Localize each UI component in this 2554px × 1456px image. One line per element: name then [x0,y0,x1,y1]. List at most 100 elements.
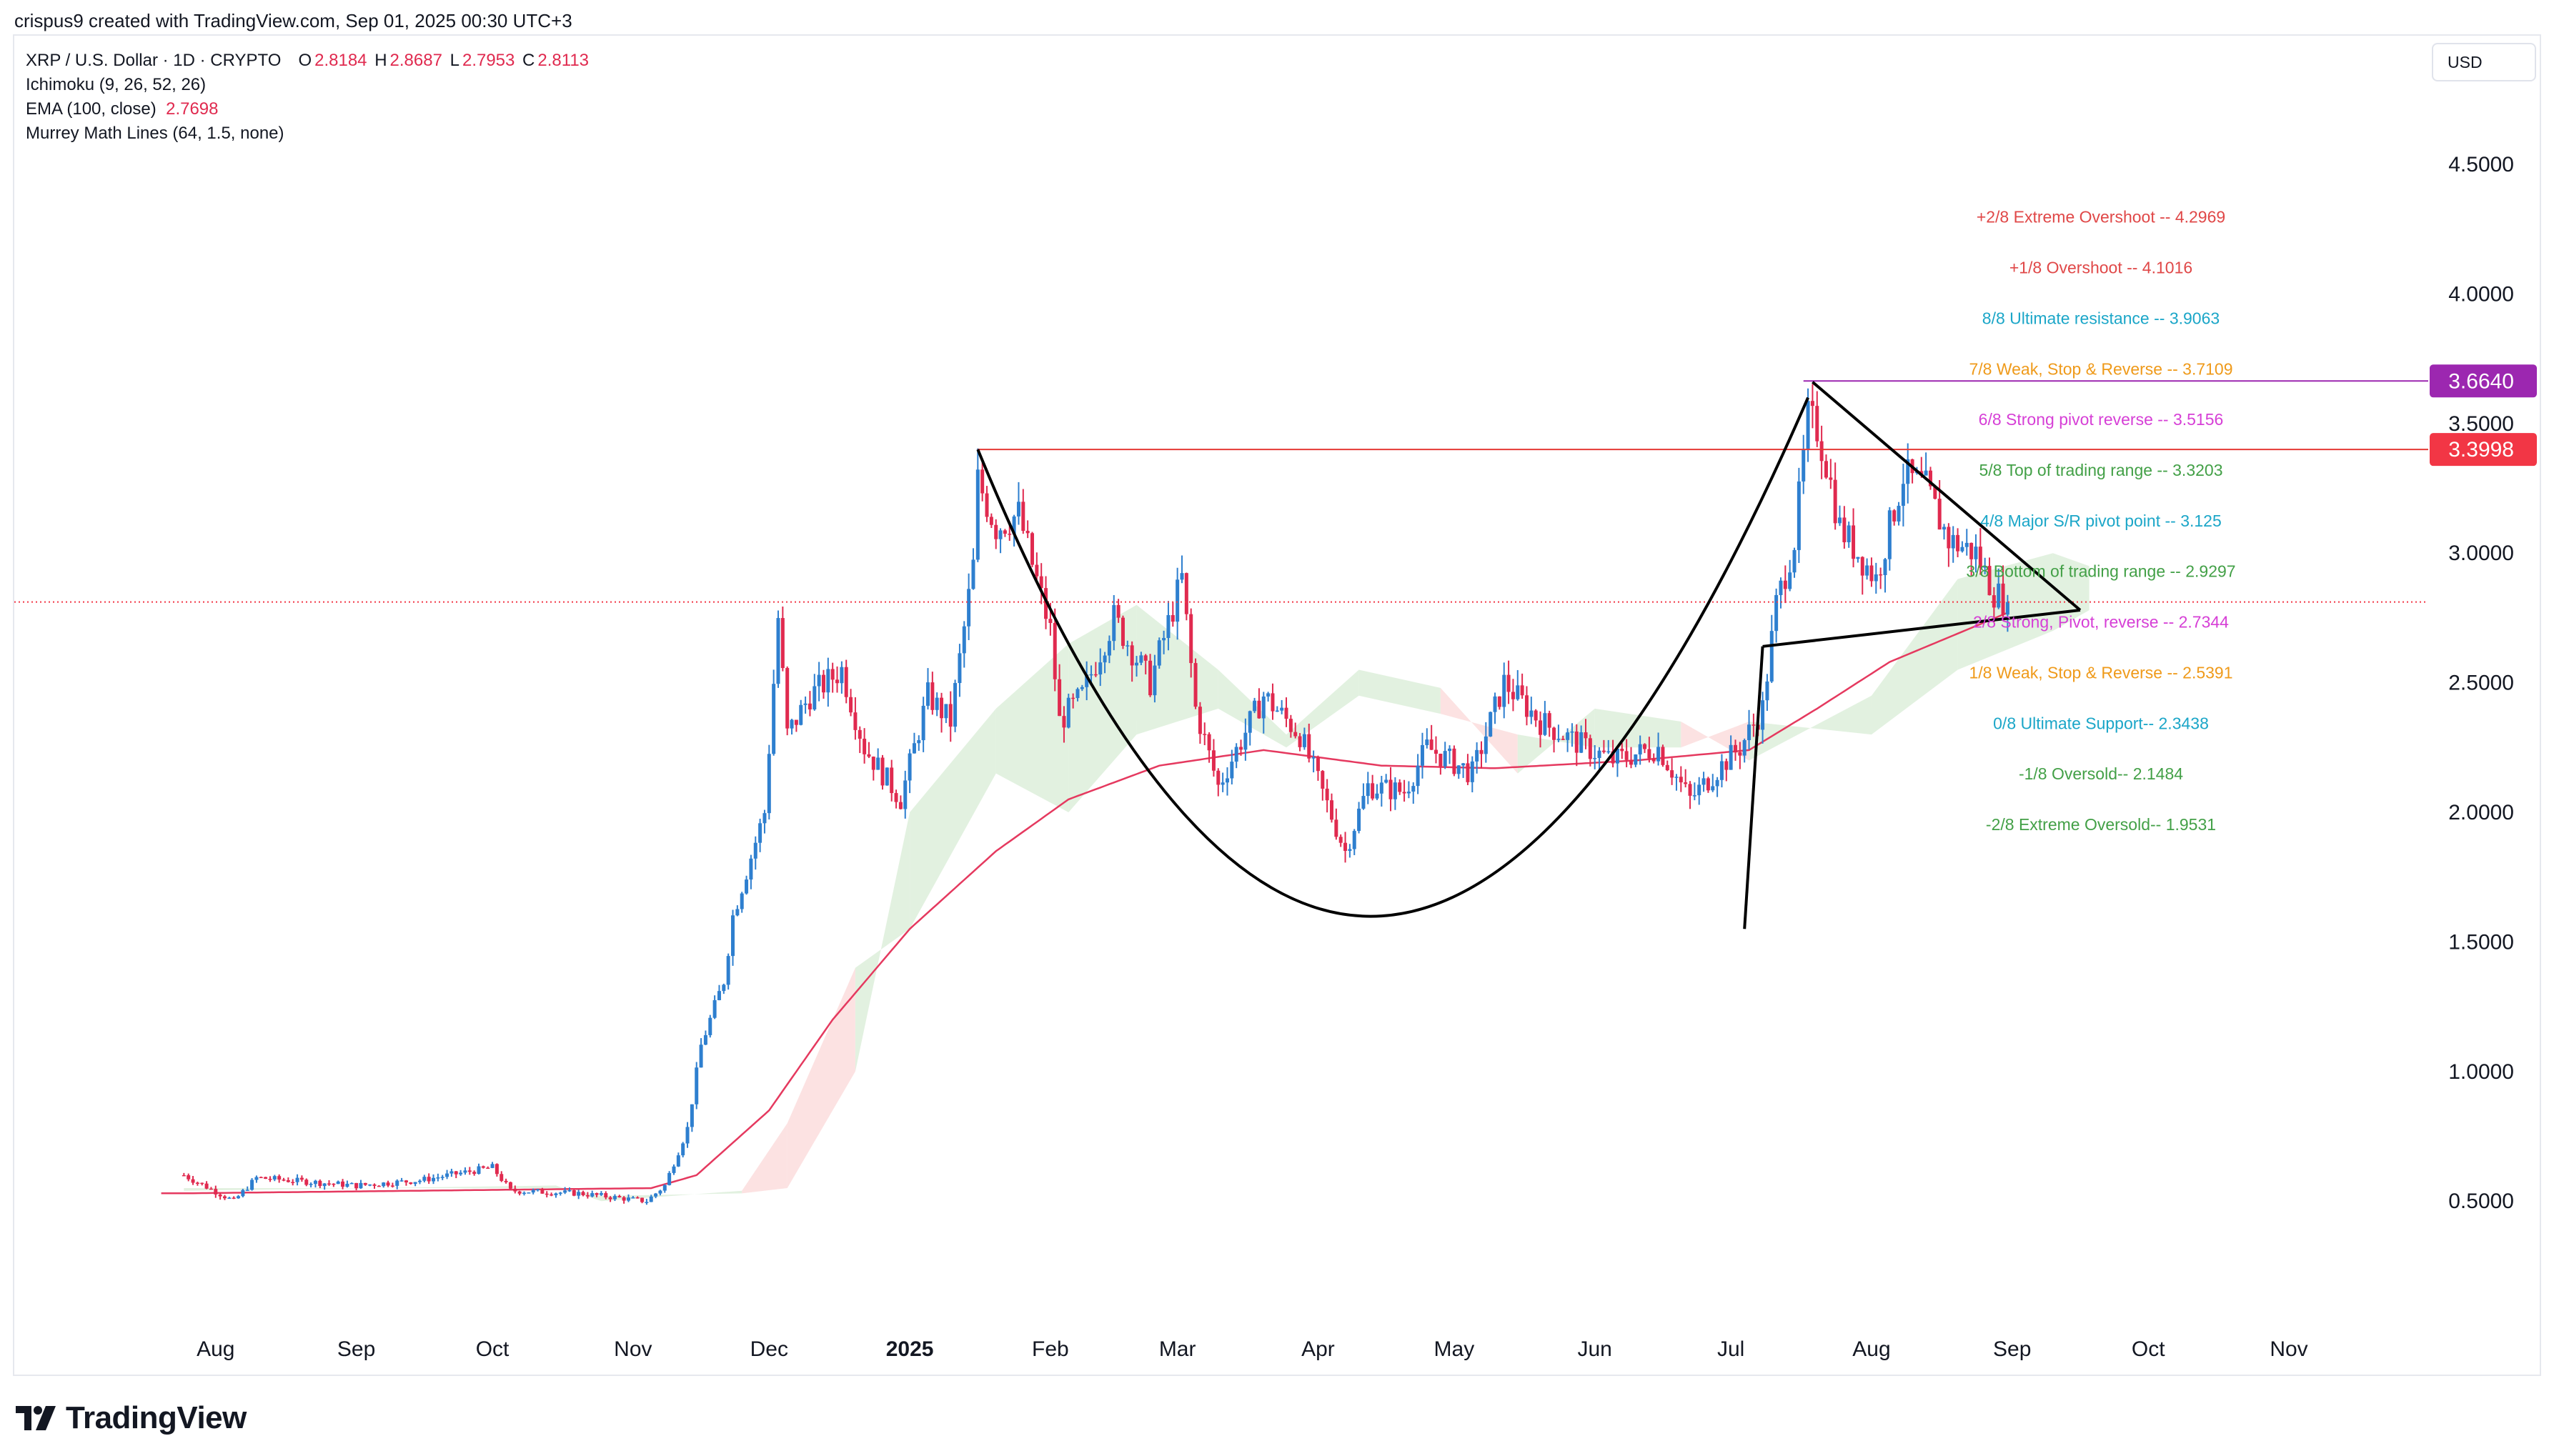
currency-selector[interactable]: USD [2432,43,2536,81]
candle [726,953,730,990]
candle [1171,602,1175,627]
candle [513,1185,517,1194]
candle [1729,735,1733,770]
candle [595,1192,599,1197]
x-tick-label: Mar [1159,1337,1196,1361]
candle-body [1475,749,1479,762]
candle [1307,723,1311,763]
candle [1742,738,1746,763]
candle-body [1506,674,1511,692]
candle-body [1230,762,1234,779]
candle-body [377,1185,381,1187]
candle-body [1869,565,1874,582]
candle [1761,692,1765,744]
candle [1992,587,1996,622]
candle [1751,713,1756,737]
candle [853,697,858,740]
chart-area[interactable] [13,34,2541,1376]
candle [948,691,953,742]
candle [1148,654,1153,697]
candle [912,732,916,754]
candle-body [1334,819,1338,837]
candle [1203,722,1207,746]
candle-body [1829,477,1833,480]
candle-body [1275,710,1279,712]
candle-body [1629,759,1633,765]
y-tick-label: 4.0000 [2448,282,2514,306]
candle-body [1574,731,1579,753]
y-tick-label: 2.5000 [2448,672,2514,695]
candle [486,1166,490,1170]
candle [422,1175,427,1182]
legend-ichimoku[interactable]: Ichimoku (9, 26, 52, 26) [26,75,207,94]
candle-body [1901,484,1905,506]
legend-ema[interactable]: EMA (100, close) 2.7698 [26,97,592,121]
candle-body [187,1175,191,1180]
candle [1053,608,1057,692]
candle-body [1402,792,1406,794]
candle-body [1429,739,1433,750]
candle [332,1183,336,1187]
candle-body [259,1177,263,1179]
candle [667,1171,672,1186]
candle-body [1847,525,1851,543]
candle-body [1470,761,1474,782]
candle [1593,744,1597,769]
candle-body [740,893,744,909]
candle-body [204,1183,209,1189]
candle [1588,734,1592,767]
candle [286,1177,290,1183]
candle [699,1038,703,1068]
candle-body [1879,574,1883,576]
candle [1003,529,1007,537]
candle-body [313,1180,317,1185]
candle [1329,793,1333,823]
candle-body [1198,707,1202,734]
candle [259,1176,263,1179]
candle-body [890,767,894,794]
candle [867,742,871,759]
candle-body [1243,732,1248,750]
candle [372,1183,377,1189]
symbol-title[interactable]: XRP / U.S. Dollar · 1D · CRYPTO [26,51,282,70]
tradingview-logo[interactable]: TradingView [16,1400,247,1436]
candle [2005,594,2009,632]
candle-body [917,740,921,744]
candle [1039,563,1043,604]
candle-body [432,1177,436,1182]
pennant-lower-line [1762,609,2081,648]
candle [1969,542,1974,576]
candle [417,1179,422,1185]
candle-body [191,1179,195,1183]
candle [1869,557,1874,587]
candle-body [531,1190,535,1193]
candle-body [1307,734,1311,759]
candle-body [1316,757,1320,772]
candle [844,659,848,704]
candle [980,460,985,502]
candle [1924,452,1928,476]
candle [1371,774,1375,801]
candle [1734,739,1737,761]
candle [1321,770,1325,801]
candle [753,836,757,870]
murrey-label: 8/8 Ultimate resistance -- 3.9063 [1982,309,2220,327]
candle [1829,459,1833,489]
candle-body [1729,744,1733,770]
candle [1819,425,1824,479]
legend-murrey[interactable]: Murrey Math Lines (64, 1.5, none) [26,124,284,143]
candle [1643,743,1647,754]
candle-body [980,469,985,494]
candle-body [245,1190,249,1191]
candle-body [1139,655,1143,663]
candle-body [1969,542,1974,559]
candle [1448,745,1452,764]
candle-body [1284,707,1288,719]
candle [1956,528,1960,557]
candle [182,1172,186,1177]
candle-body [1393,782,1397,799]
candle [1692,782,1696,801]
candle-body [849,697,853,713]
candle [200,1182,204,1186]
candle [554,1192,558,1198]
